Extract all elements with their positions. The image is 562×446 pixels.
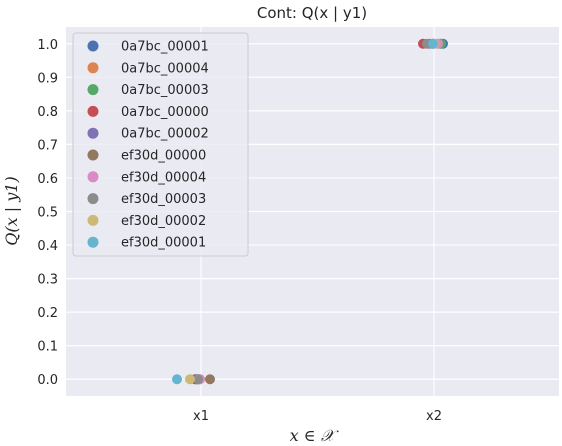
y-tick-label: 0.3: [37, 273, 58, 288]
y-tick-label: 1.0: [37, 38, 58, 53]
y-tick-label: 0.0: [37, 373, 58, 388]
legend-marker: [87, 40, 99, 52]
legend-marker: [87, 84, 99, 96]
x-tick-labels: x1 x2: [193, 409, 442, 424]
x-tick-label: x1: [193, 409, 209, 424]
data-point: [193, 374, 203, 385]
y-axis-label: Q(x | y1): [2, 176, 21, 245]
legend-label: 0a7bc_00004: [121, 61, 209, 76]
legend-marker: [87, 171, 99, 183]
y-tick-label: 0.1: [37, 340, 58, 355]
legend-label: 0a7bc_00001: [121, 40, 209, 55]
legend-label: ef30d_00002: [121, 214, 206, 229]
legend-marker: [87, 105, 99, 117]
chart-title: Cont: Q(x | y1): [257, 4, 367, 22]
x-axis-label: x ∈ 𝒳: [290, 426, 340, 445]
legend-label: 0a7bc_00002: [121, 127, 209, 142]
data-point: [428, 38, 438, 49]
data-point: [172, 374, 182, 385]
y-tick-labels: 0.0 0.1 0.2 0.3 0.4 0.5 0.6 0.7 0.8 0.9 1.0: [37, 38, 58, 388]
legend-marker: [87, 149, 99, 161]
y-tick-label: 0.5: [37, 206, 58, 221]
legend-label: ef30d_00000: [121, 149, 206, 164]
y-tick-label: 0.9: [37, 71, 58, 86]
legend-marker: [87, 236, 99, 248]
legend-marker: [87, 127, 99, 139]
y-tick-label: 0.2: [37, 306, 58, 321]
y-tick-label: 0.4: [37, 239, 58, 254]
legend-marker: [87, 62, 99, 74]
y-tick-label: 0.6: [37, 172, 58, 187]
legend-marker: [87, 193, 99, 205]
y-tick-label: 0.8: [37, 105, 58, 120]
legend-frame: [72, 32, 249, 257]
x-tick-label: x2: [426, 409, 442, 424]
legend-label: 0a7bc_00003: [121, 83, 209, 98]
legend-marker: [87, 214, 99, 226]
legend-label: ef30d_00003: [121, 192, 206, 207]
legend: 0a7bc_00001 0a7bc_00004 0a7bc_00003 0a7bc_0…: [72, 32, 249, 257]
legend-label: ef30d_00001: [121, 236, 206, 251]
legend-label: 0a7bc_00000: [121, 105, 209, 120]
y-tick-label: 0.7: [37, 138, 58, 153]
data-point: [185, 374, 195, 385]
data-points: [172, 38, 448, 385]
data-point: [205, 374, 215, 385]
legend-label: ef30d_00004: [121, 170, 206, 185]
